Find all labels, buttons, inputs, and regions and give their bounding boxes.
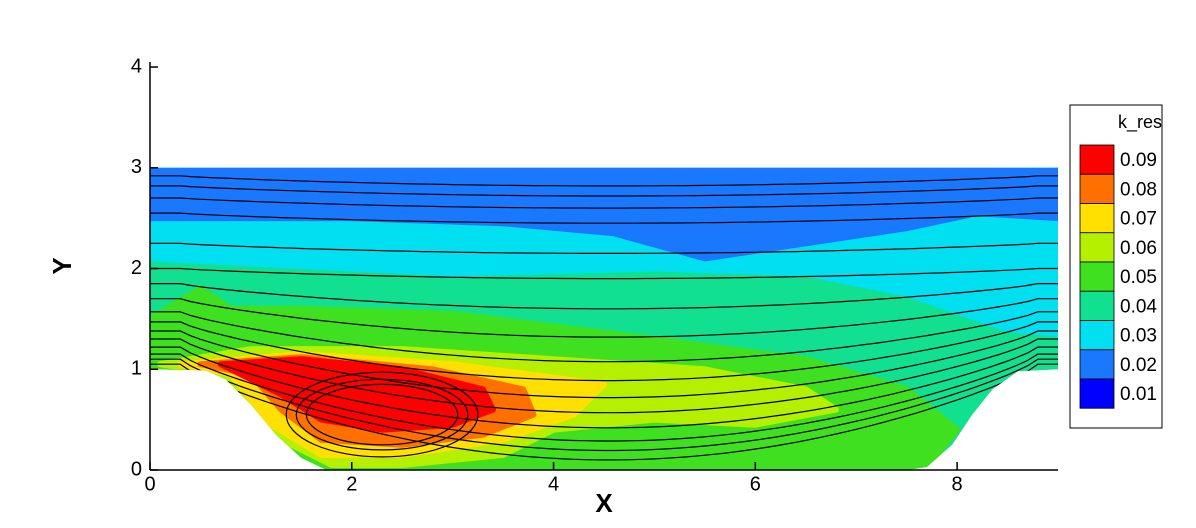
legend-swatch [1079, 261, 1115, 292]
y-tick-label: 4 [131, 55, 142, 77]
streamline [150, 283, 1058, 310]
streamline [150, 358, 1058, 452]
streamline [150, 197, 1058, 209]
streamline [150, 363, 1058, 461]
legend-label: 0.07 [1120, 209, 1157, 230]
x-tick-label: 6 [750, 473, 761, 495]
recirculation-line [305, 383, 459, 446]
legend-label: 0.08 [1120, 179, 1157, 200]
streamline [150, 175, 1058, 187]
legend-label: 0.05 [1120, 267, 1157, 288]
y-tick-label: 3 [131, 156, 142, 178]
streamline [150, 321, 1058, 382]
legend-swatch [1079, 232, 1115, 263]
legend-swatch [1079, 378, 1115, 409]
recirculation-line [295, 378, 469, 451]
legend-label: 0.03 [1120, 326, 1157, 347]
streamline [150, 185, 1058, 197]
contour-field [150, 167, 1058, 471]
contour-region [150, 210, 1058, 337]
legend-label: 0.01 [1120, 384, 1157, 405]
y-axis-label: Y [47, 257, 77, 274]
legend-swatch [1079, 290, 1115, 321]
x-tick-label: 2 [346, 473, 357, 495]
y-tick-label: 1 [131, 358, 142, 380]
streamline [150, 353, 1058, 442]
legend-swatch [1079, 320, 1115, 351]
legend-swatch [1079, 144, 1115, 175]
legend-label: 0.04 [1120, 296, 1157, 317]
legend-title: k_res [1118, 112, 1162, 133]
legend-label: 0.06 [1120, 238, 1157, 259]
streamline [150, 311, 1058, 363]
recirculation-line [285, 371, 479, 458]
legend-swatch [1079, 349, 1115, 380]
x-tick-label: 0 [144, 473, 155, 495]
legend-swatch [1079, 173, 1115, 204]
streamline [150, 346, 1058, 429]
x-tick-label: 8 [952, 473, 963, 495]
streamline [150, 338, 1058, 414]
legend-swatch [1079, 203, 1115, 234]
streamline [150, 212, 1058, 224]
y-tick-label: 2 [131, 257, 142, 279]
x-tick-label: 4 [548, 473, 559, 495]
x-axis-label: X [595, 488, 613, 518]
streamline [150, 242, 1058, 254]
streamlines [150, 175, 1058, 461]
streamline [150, 298, 1058, 338]
legend-label: 0.02 [1120, 355, 1157, 376]
y-tick-label: 0 [131, 458, 142, 480]
axes [149, 62, 1058, 471]
streamline [150, 330, 1058, 399]
legend-label: 0.09 [1120, 150, 1157, 171]
streamline [150, 267, 1058, 280]
